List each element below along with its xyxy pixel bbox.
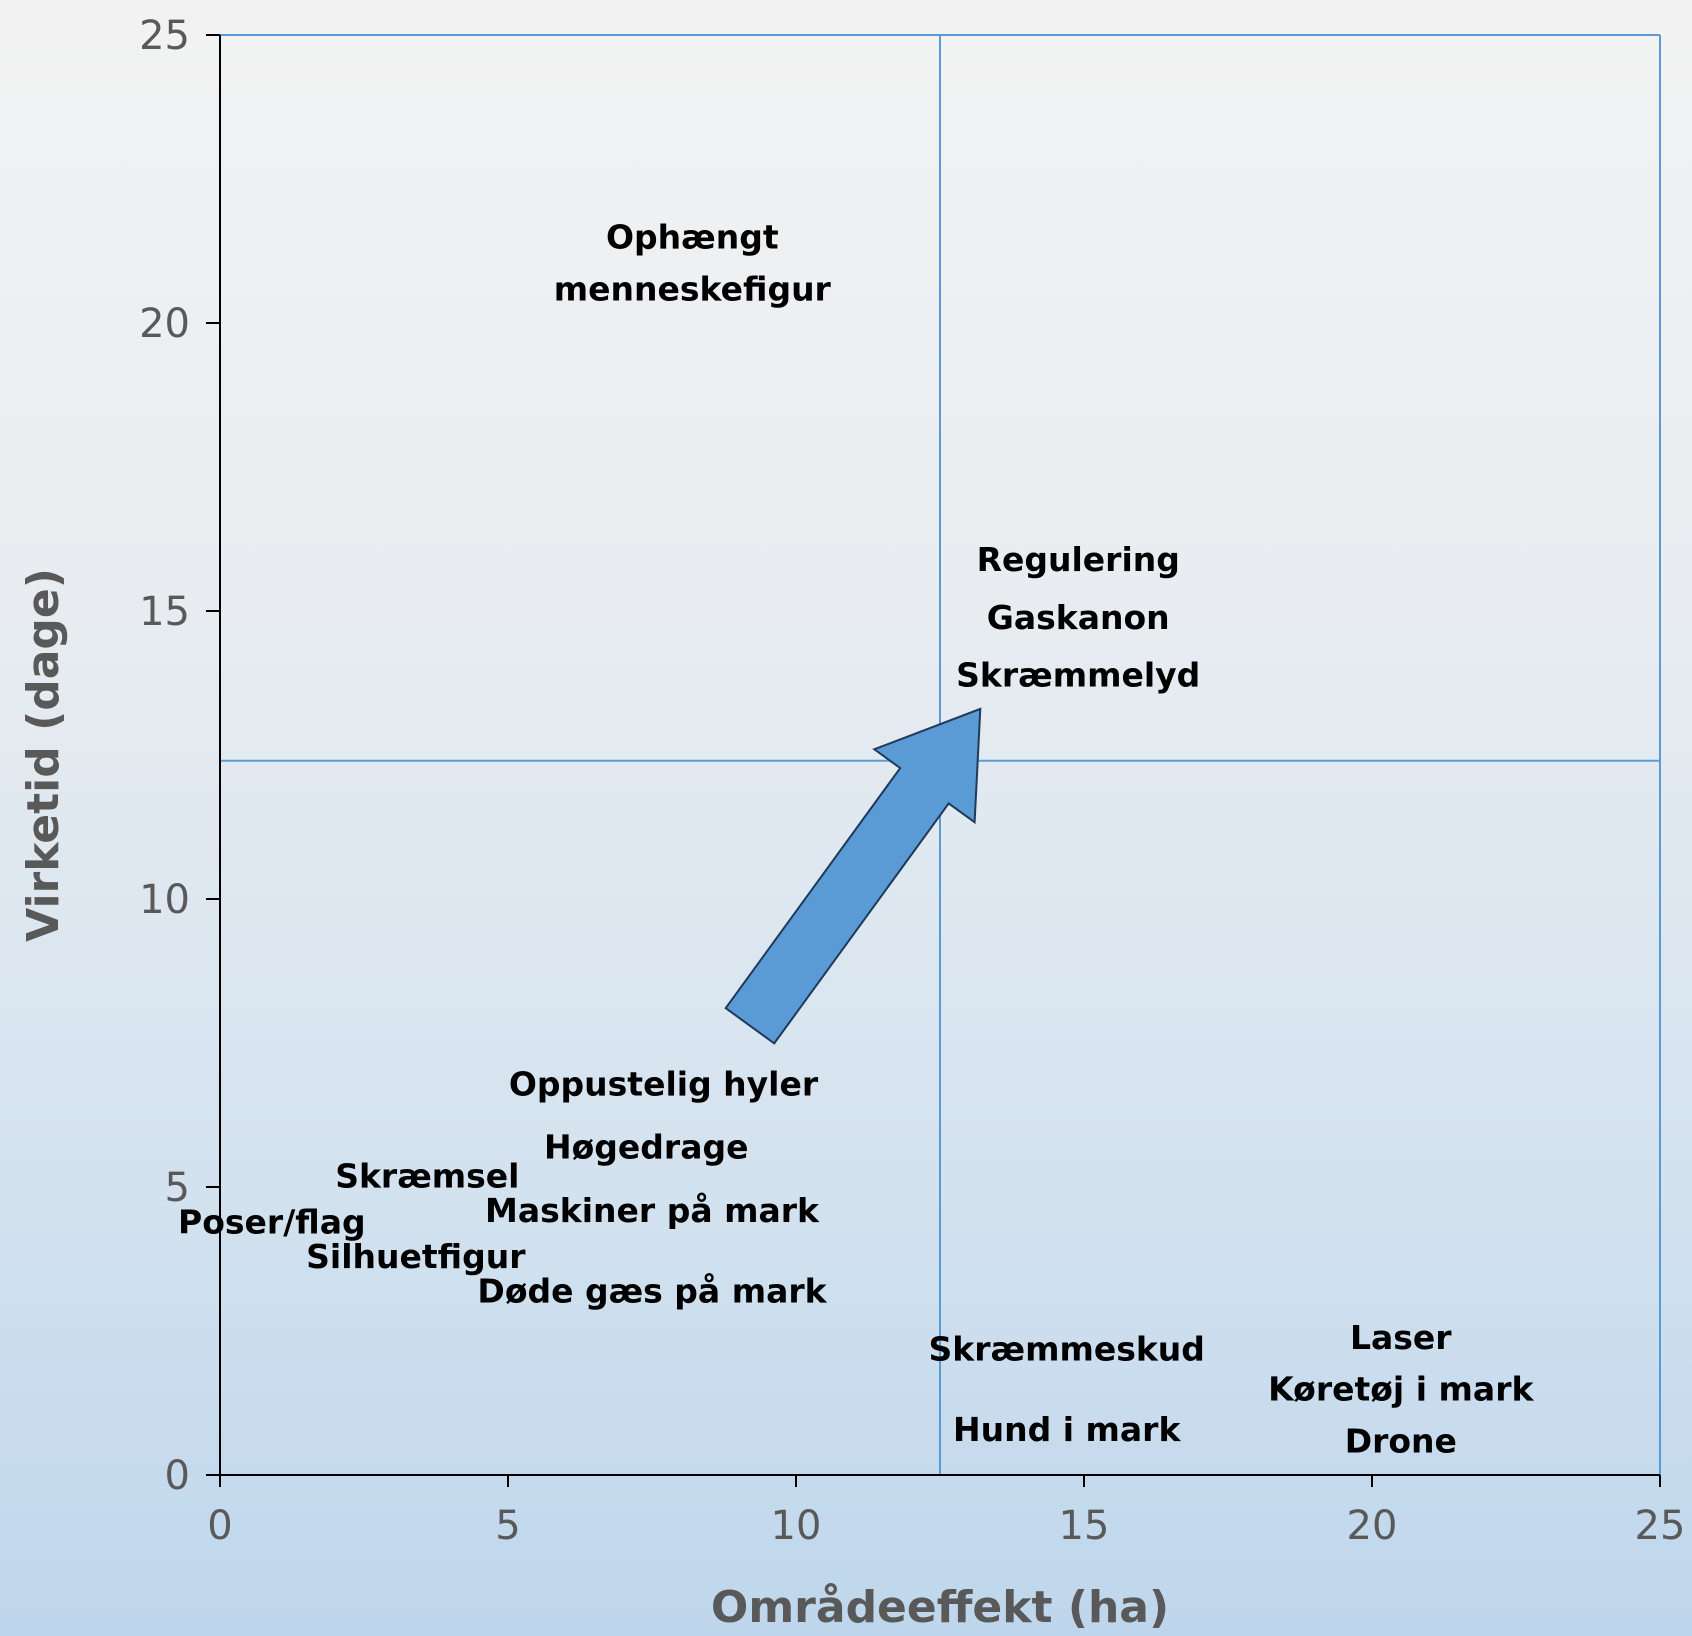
point-labels: Ophængt menneskefigur Regulering Gaskanon Sk… <box>178 218 1534 1461</box>
x-tick-label: 15 <box>1059 1503 1110 1549</box>
x-tick-label: 20 <box>1347 1503 1398 1549</box>
point-label: Skræmmeskud <box>929 1329 1205 1368</box>
y-axis-title: Virketid (dage) <box>18 568 69 942</box>
point-label: Ophængt <box>606 218 779 257</box>
x-axis-title: Områdeeffekt (ha) <box>711 1582 1169 1633</box>
x-tick-label: 25 <box>1635 1503 1686 1549</box>
y-tick-label: 25 <box>139 13 190 59</box>
point-label: Poser/flag <box>178 1203 366 1242</box>
x-tick-label: 0 <box>207 1503 232 1549</box>
x-tick-label: 5 <box>495 1503 520 1549</box>
trend-arrow <box>724 707 982 1045</box>
point-label: Oppustelig hyler <box>509 1064 819 1103</box>
point-label: Silhuetfigur <box>306 1237 526 1276</box>
point-label: Køretøj i mark <box>1268 1370 1534 1409</box>
point-label: Maskiner på mark <box>485 1191 820 1230</box>
y-tick-label: 20 <box>139 301 190 347</box>
y-tick-label: 10 <box>139 877 190 923</box>
axes <box>219 35 1660 1476</box>
x-tick-label: 10 <box>771 1503 822 1549</box>
ticks: 0 5 10 15 20 25 0 5 10 15 20 25 <box>139 13 1685 1549</box>
point-label: Regulering <box>977 540 1180 579</box>
point-label: Gaskanon <box>987 598 1170 637</box>
arrow-layer <box>724 707 982 1045</box>
point-label: Døde gæs på mark <box>477 1272 827 1311</box>
point-label: Høgedrage <box>544 1128 748 1167</box>
point-label: Laser <box>1350 1318 1452 1357</box>
point-label: Hund i mark <box>953 1410 1181 1449</box>
y-tick-label: 15 <box>139 589 190 635</box>
point-label: menneskefigur <box>554 269 832 308</box>
y-tick-label: 0 <box>165 1453 190 1499</box>
point-label: Skræmsel <box>335 1156 519 1195</box>
point-label: Drone <box>1345 1421 1457 1460</box>
point-label: Skræmmelyd <box>956 655 1200 694</box>
y-tick-label: 5 <box>165 1165 190 1211</box>
